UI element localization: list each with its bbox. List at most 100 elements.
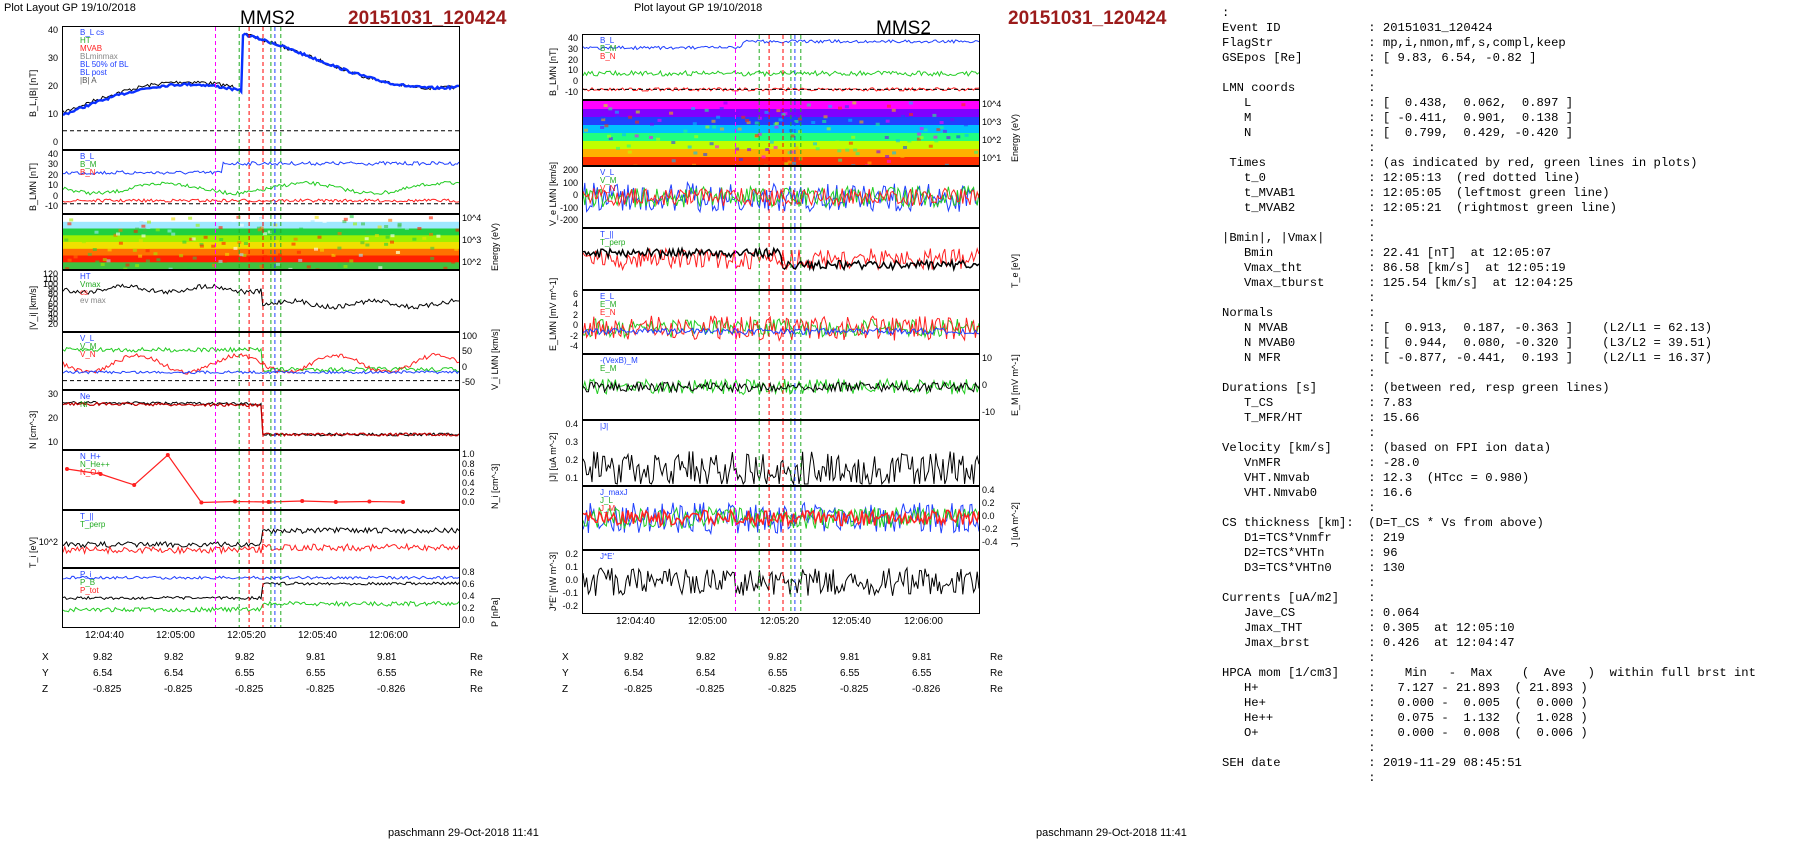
y-tick-label: 20 xyxy=(47,169,58,180)
info-row: Vmax_tht : 86.58 [km/s] at 12:05:19 xyxy=(1222,261,1566,275)
legend-entry: |B| A xyxy=(80,76,97,85)
plot-em xyxy=(583,355,979,419)
vilmn-series-0 xyxy=(63,346,459,373)
y-tick-label: 0.2 xyxy=(462,603,475,613)
event-info-text: : Event ID : 20151031_120424 FlagStr : mp,… xyxy=(1222,6,1756,786)
y-tick-label: 2 xyxy=(572,309,578,320)
y-axis-label: |J| [uA m^-2] xyxy=(548,432,558,482)
vi-series-0 xyxy=(63,283,459,310)
coord-value: 6.54 xyxy=(696,668,716,679)
legend-entry: J_L xyxy=(600,496,613,505)
coord-value: 6.55 xyxy=(768,668,788,679)
y-axis-label: V_e LMN [km/s] xyxy=(548,161,558,226)
info-row: M : [ -0.411, 0.901, 0.138 ] xyxy=(1222,111,1574,125)
p-series-2 xyxy=(63,581,459,601)
coord-value: -0.826 xyxy=(912,684,941,695)
coord-value: -0.825 xyxy=(840,684,869,695)
info-row: Velocity [km/s] : (based on FPI ion data… xyxy=(1222,441,1552,455)
y-tick-label: 1.0 xyxy=(462,449,475,459)
coord-value: -0.825 xyxy=(93,684,122,695)
legend-entry: J_maxJ xyxy=(600,488,628,497)
bl-series-0 xyxy=(63,32,459,115)
x-tick-label: 12:05:00 xyxy=(688,616,727,627)
plot-bl xyxy=(63,27,459,149)
info-row: Event ID : 20151031_120424 xyxy=(1222,21,1493,35)
coord-value: 9.82 xyxy=(235,652,255,663)
y-tick-label: 0.4 xyxy=(982,485,995,495)
ti-series-0 xyxy=(63,526,459,549)
info-row: N MFR : [ -0.877, -0.441, 0.193 ] (L2/L1… xyxy=(1222,351,1713,365)
panel-ti xyxy=(62,510,460,568)
jlmn-series-2 xyxy=(583,508,979,528)
legend-entry: |J| xyxy=(600,422,609,431)
vilmn-series-2 xyxy=(63,369,459,375)
x-tick-label: 12:05:20 xyxy=(227,630,266,641)
legend-entry: B_M xyxy=(600,44,617,53)
y-tick-label: -100 xyxy=(559,202,578,213)
y-tick-label: 0 xyxy=(572,190,578,200)
y-tick-label: 80 xyxy=(47,289,58,299)
legend-entry: J_M xyxy=(600,504,616,513)
legend-entry: HT xyxy=(80,36,91,45)
y-tick-label: -0.1 xyxy=(562,588,578,598)
y-tick-label: 0.4 xyxy=(462,477,475,488)
y-tick-label: 30 xyxy=(47,389,58,399)
y-axis-label: B_LMN [nT] xyxy=(28,162,38,211)
y-axis-label: B_L,|B| [nT] xyxy=(28,69,38,117)
y-axis-label: N_i [cm^-3] xyxy=(490,463,500,509)
y-tick-label: 200 xyxy=(562,165,578,175)
y-tick-label: 0.8 xyxy=(462,567,475,577)
y-tick-label: 0.6 xyxy=(462,468,475,479)
y-tick-label: -4 xyxy=(569,341,578,351)
y-tick-label: 0 xyxy=(52,137,58,147)
info-row: : xyxy=(1222,291,1376,305)
y-tick-label: 0.1 xyxy=(565,473,578,483)
middle-title: MMS2 xyxy=(876,18,931,39)
y-tick-label: -50 xyxy=(462,377,476,387)
info-row: SEH date : 2019-11-29 08:45:51 xyxy=(1222,756,1522,770)
coord-value: -0.825 xyxy=(624,684,653,695)
y-tick-label: 0 xyxy=(572,320,578,331)
legend-entry: ev max xyxy=(80,296,106,305)
left-layout-label: Plot Layout GP 19/10/2018 xyxy=(4,2,136,14)
legend-entry: P_tot xyxy=(80,586,99,595)
y-tick-label: 0.0 xyxy=(982,511,995,521)
panel-mblmn xyxy=(582,34,980,100)
info-row: VnMFR : -28.0 xyxy=(1222,456,1420,470)
coord-row-label: X xyxy=(562,652,569,663)
coord-value: 9.82 xyxy=(624,652,644,663)
y-axis-label: |V_i| [km/s] xyxy=(28,285,38,330)
y-tick-label: 10 xyxy=(982,353,993,363)
x-tick-label: 12:05:00 xyxy=(156,630,195,641)
panel-p xyxy=(62,568,460,628)
info-row: : xyxy=(1222,6,1230,20)
coord-value: 9.81 xyxy=(377,652,397,663)
em-series-1 xyxy=(583,380,979,394)
info-row: : xyxy=(1222,66,1376,80)
mblmn-series-1 xyxy=(583,69,979,78)
y-tick-label: 70 xyxy=(47,294,58,304)
plot-n xyxy=(63,391,459,449)
y-tick-label: 30 xyxy=(47,159,58,170)
blmn-series-1 xyxy=(63,180,459,196)
panel-e xyxy=(582,290,980,354)
info-row: Bmin : 22.41 [nT] at 12:05:07 xyxy=(1222,246,1552,260)
info-row: t_MVAB1 : 12:05:05 (leftmost green line) xyxy=(1222,186,1610,200)
y-tick-label: 10^3 xyxy=(982,117,1002,127)
info-row: : xyxy=(1222,771,1376,785)
legend-entry: V_M xyxy=(600,176,617,185)
coord-value: 9.82 xyxy=(768,652,788,663)
y-tick-label: 10^1 xyxy=(982,153,1002,163)
plot-te xyxy=(583,229,979,289)
mblmn-series-0 xyxy=(583,38,979,51)
legend-entry: V_L xyxy=(80,334,95,343)
y-tick-label: -10 xyxy=(564,87,578,97)
coord-row-label: Y xyxy=(562,668,569,679)
coord-unit: Re xyxy=(470,684,483,695)
legend-entry: T_perp xyxy=(600,238,626,247)
y-tick-label: -0.4 xyxy=(982,537,998,547)
legend-entry: T_|| xyxy=(80,512,94,521)
y-tick-label: 0.6 xyxy=(462,579,475,589)
y-tick-label: 0 xyxy=(52,190,58,201)
legend-entry: B_L xyxy=(80,152,95,161)
